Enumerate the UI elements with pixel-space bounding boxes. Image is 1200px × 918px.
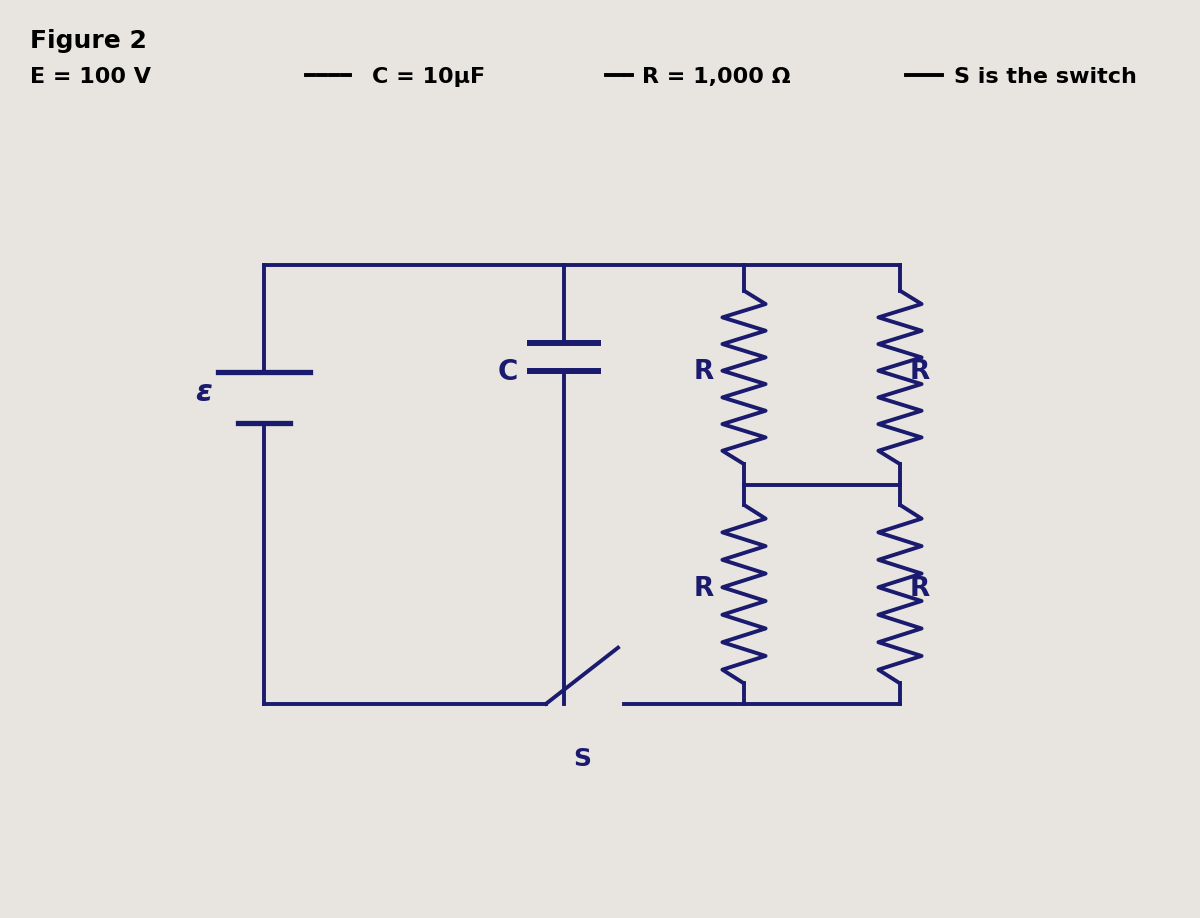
Text: R = 1,000 Ω: R = 1,000 Ω — [642, 66, 791, 86]
Text: S is the switch: S is the switch — [954, 66, 1136, 86]
Text: R: R — [694, 359, 714, 386]
Text: R: R — [910, 359, 930, 386]
Text: R: R — [694, 577, 714, 602]
Text: S: S — [574, 746, 592, 770]
Text: C = 10μF: C = 10μF — [372, 66, 485, 86]
Text: ε: ε — [196, 378, 212, 408]
Text: C: C — [498, 358, 518, 386]
Text: R: R — [910, 577, 930, 602]
Text: E = 100 V: E = 100 V — [30, 66, 151, 86]
Text: Figure 2: Figure 2 — [30, 28, 146, 52]
